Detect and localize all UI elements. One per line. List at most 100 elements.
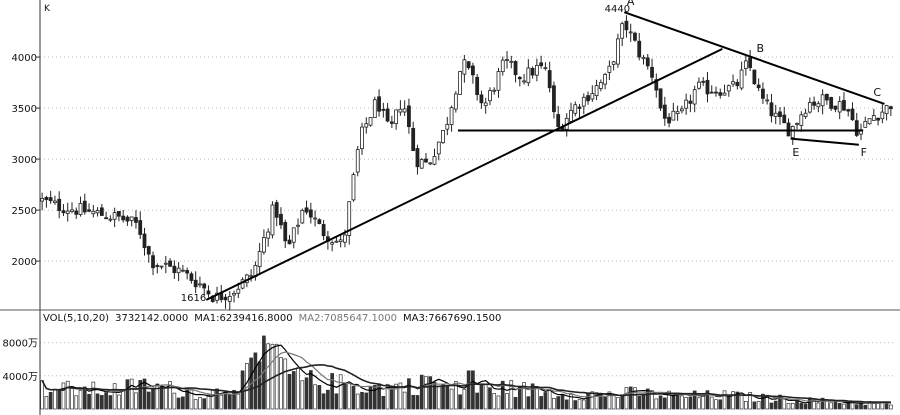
candle-body [313,217,317,220]
annotation-F: F [861,146,867,159]
volume-bar [364,392,369,410]
volume-bar [526,396,531,410]
volume-bar [108,395,113,410]
candle-body [803,112,808,117]
candle-body [863,121,868,128]
candle-body [688,100,693,104]
candle-body [633,32,637,41]
candle-body [522,80,526,83]
volume-bar [151,387,155,410]
candle-body [351,174,356,201]
volume-bar [889,404,893,410]
volume-bar [761,393,765,410]
candle-body [462,59,467,75]
candle-body [424,158,428,163]
candle-body [432,156,437,165]
volume-bar [509,380,514,410]
candle-body [180,269,185,272]
volume-bar [633,387,637,410]
volume-bar [313,384,317,410]
candle-body [134,217,138,223]
candle-body [334,240,339,243]
candle-body [658,88,663,109]
annotation-B: B [757,42,765,55]
volume-value: 3732142.0000 [115,313,189,324]
candle-body [436,141,441,155]
volume-bar [411,394,416,410]
candle-body [411,127,416,151]
volume-bar [181,396,185,410]
volume-bar [330,373,334,410]
trendlines [205,11,885,301]
trendline-E-F [790,137,859,146]
annotation-C: C [873,86,881,99]
candle-body [517,76,522,80]
candle-body [257,251,262,267]
candle-body [249,275,254,278]
candle-body [513,61,518,76]
volume-bar [748,392,752,410]
candle-body [492,89,497,92]
volume-bar [782,398,787,410]
trendline-A-C [623,11,885,105]
volume-bar [756,401,761,410]
candle-body [274,202,279,218]
candle-body [888,106,893,110]
candle-body [146,246,151,255]
candle-body [129,216,134,221]
volume-bar [74,395,79,410]
volume-bar [202,398,207,410]
candle-body [279,213,283,226]
volume-bar [453,381,458,410]
volume-bar [236,393,241,410]
volume-bar [296,367,300,410]
price-tick-label: 3000 [12,155,37,166]
candle-body [526,67,531,84]
volume-bar [701,395,706,410]
candle-body [667,116,671,124]
volume-bar [129,378,134,410]
volume-bar [637,395,642,410]
volume-bar [82,386,87,410]
volume-bar [863,404,868,410]
volume-bar [752,401,757,410]
candle-body [782,114,787,124]
candle-body [394,109,399,125]
candle-body [624,20,629,31]
candle-body [330,242,335,245]
candle-body [48,197,53,202]
volume-bar [654,398,659,410]
candle-body [829,97,834,109]
volume-ma20-line [41,364,891,404]
volume-bar [773,400,778,410]
candle-body [761,88,765,99]
candle-body [65,210,70,214]
volume-bar [803,403,808,410]
candle-body [722,92,727,96]
volume-bar [227,394,232,410]
volume-bar [714,399,718,410]
volume-bar [78,389,83,410]
volume-bar [722,390,727,410]
candle-body [743,60,748,69]
volume-bar [522,382,526,410]
volume-bar [479,383,484,410]
volume-bar [611,394,616,410]
volume-bar [650,390,654,410]
volume-bar [112,383,117,410]
candle-body [616,38,620,65]
candle-body [441,129,445,144]
volume-bar [441,383,445,410]
candle-body [215,292,219,301]
candle-body [99,207,104,216]
volume-bar [287,374,292,410]
candle-body [778,111,782,118]
candle-body [347,201,352,236]
volume-tick-label: 8000万 [3,339,38,350]
volume-bar [168,381,172,410]
candle-body [407,105,411,128]
candle-body [389,121,394,124]
volume-bar [121,388,126,410]
volume-bar [569,394,573,410]
volume-bar [560,394,565,410]
